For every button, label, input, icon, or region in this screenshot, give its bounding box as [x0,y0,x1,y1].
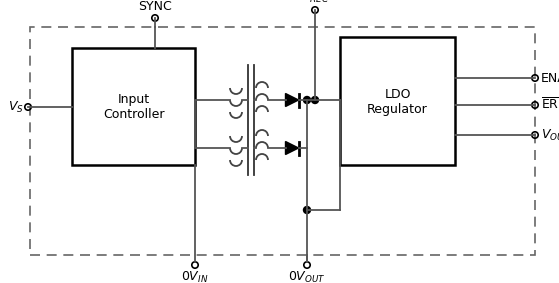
Text: SYNC: SYNC [138,0,172,13]
Polygon shape [286,93,299,106]
Circle shape [304,97,310,104]
Text: $0V_{IN}$: $0V_{IN}$ [181,270,209,283]
Circle shape [304,207,310,213]
Text: Input: Input [117,93,150,106]
Bar [340,37,455,165]
Text: $V_{REC}$: $V_{REC}$ [301,0,329,5]
Polygon shape [286,142,299,155]
Circle shape [311,97,319,104]
Text: $0V_{OUT}$: $0V_{OUT}$ [288,270,326,283]
Text: Regulator: Regulator [367,102,428,115]
Text: ENABLE: ENABLE [541,72,559,85]
Text: $V_{OUT}$: $V_{OUT}$ [541,127,559,143]
Text: Controller: Controller [103,108,164,121]
Bar [72,48,195,165]
Text: $\overline{\mathrm{ERROR}}$: $\overline{\mathrm{ERROR}}$ [541,97,559,113]
Text: LDO: LDO [384,87,411,100]
Text: $V_S$: $V_S$ [8,99,24,115]
